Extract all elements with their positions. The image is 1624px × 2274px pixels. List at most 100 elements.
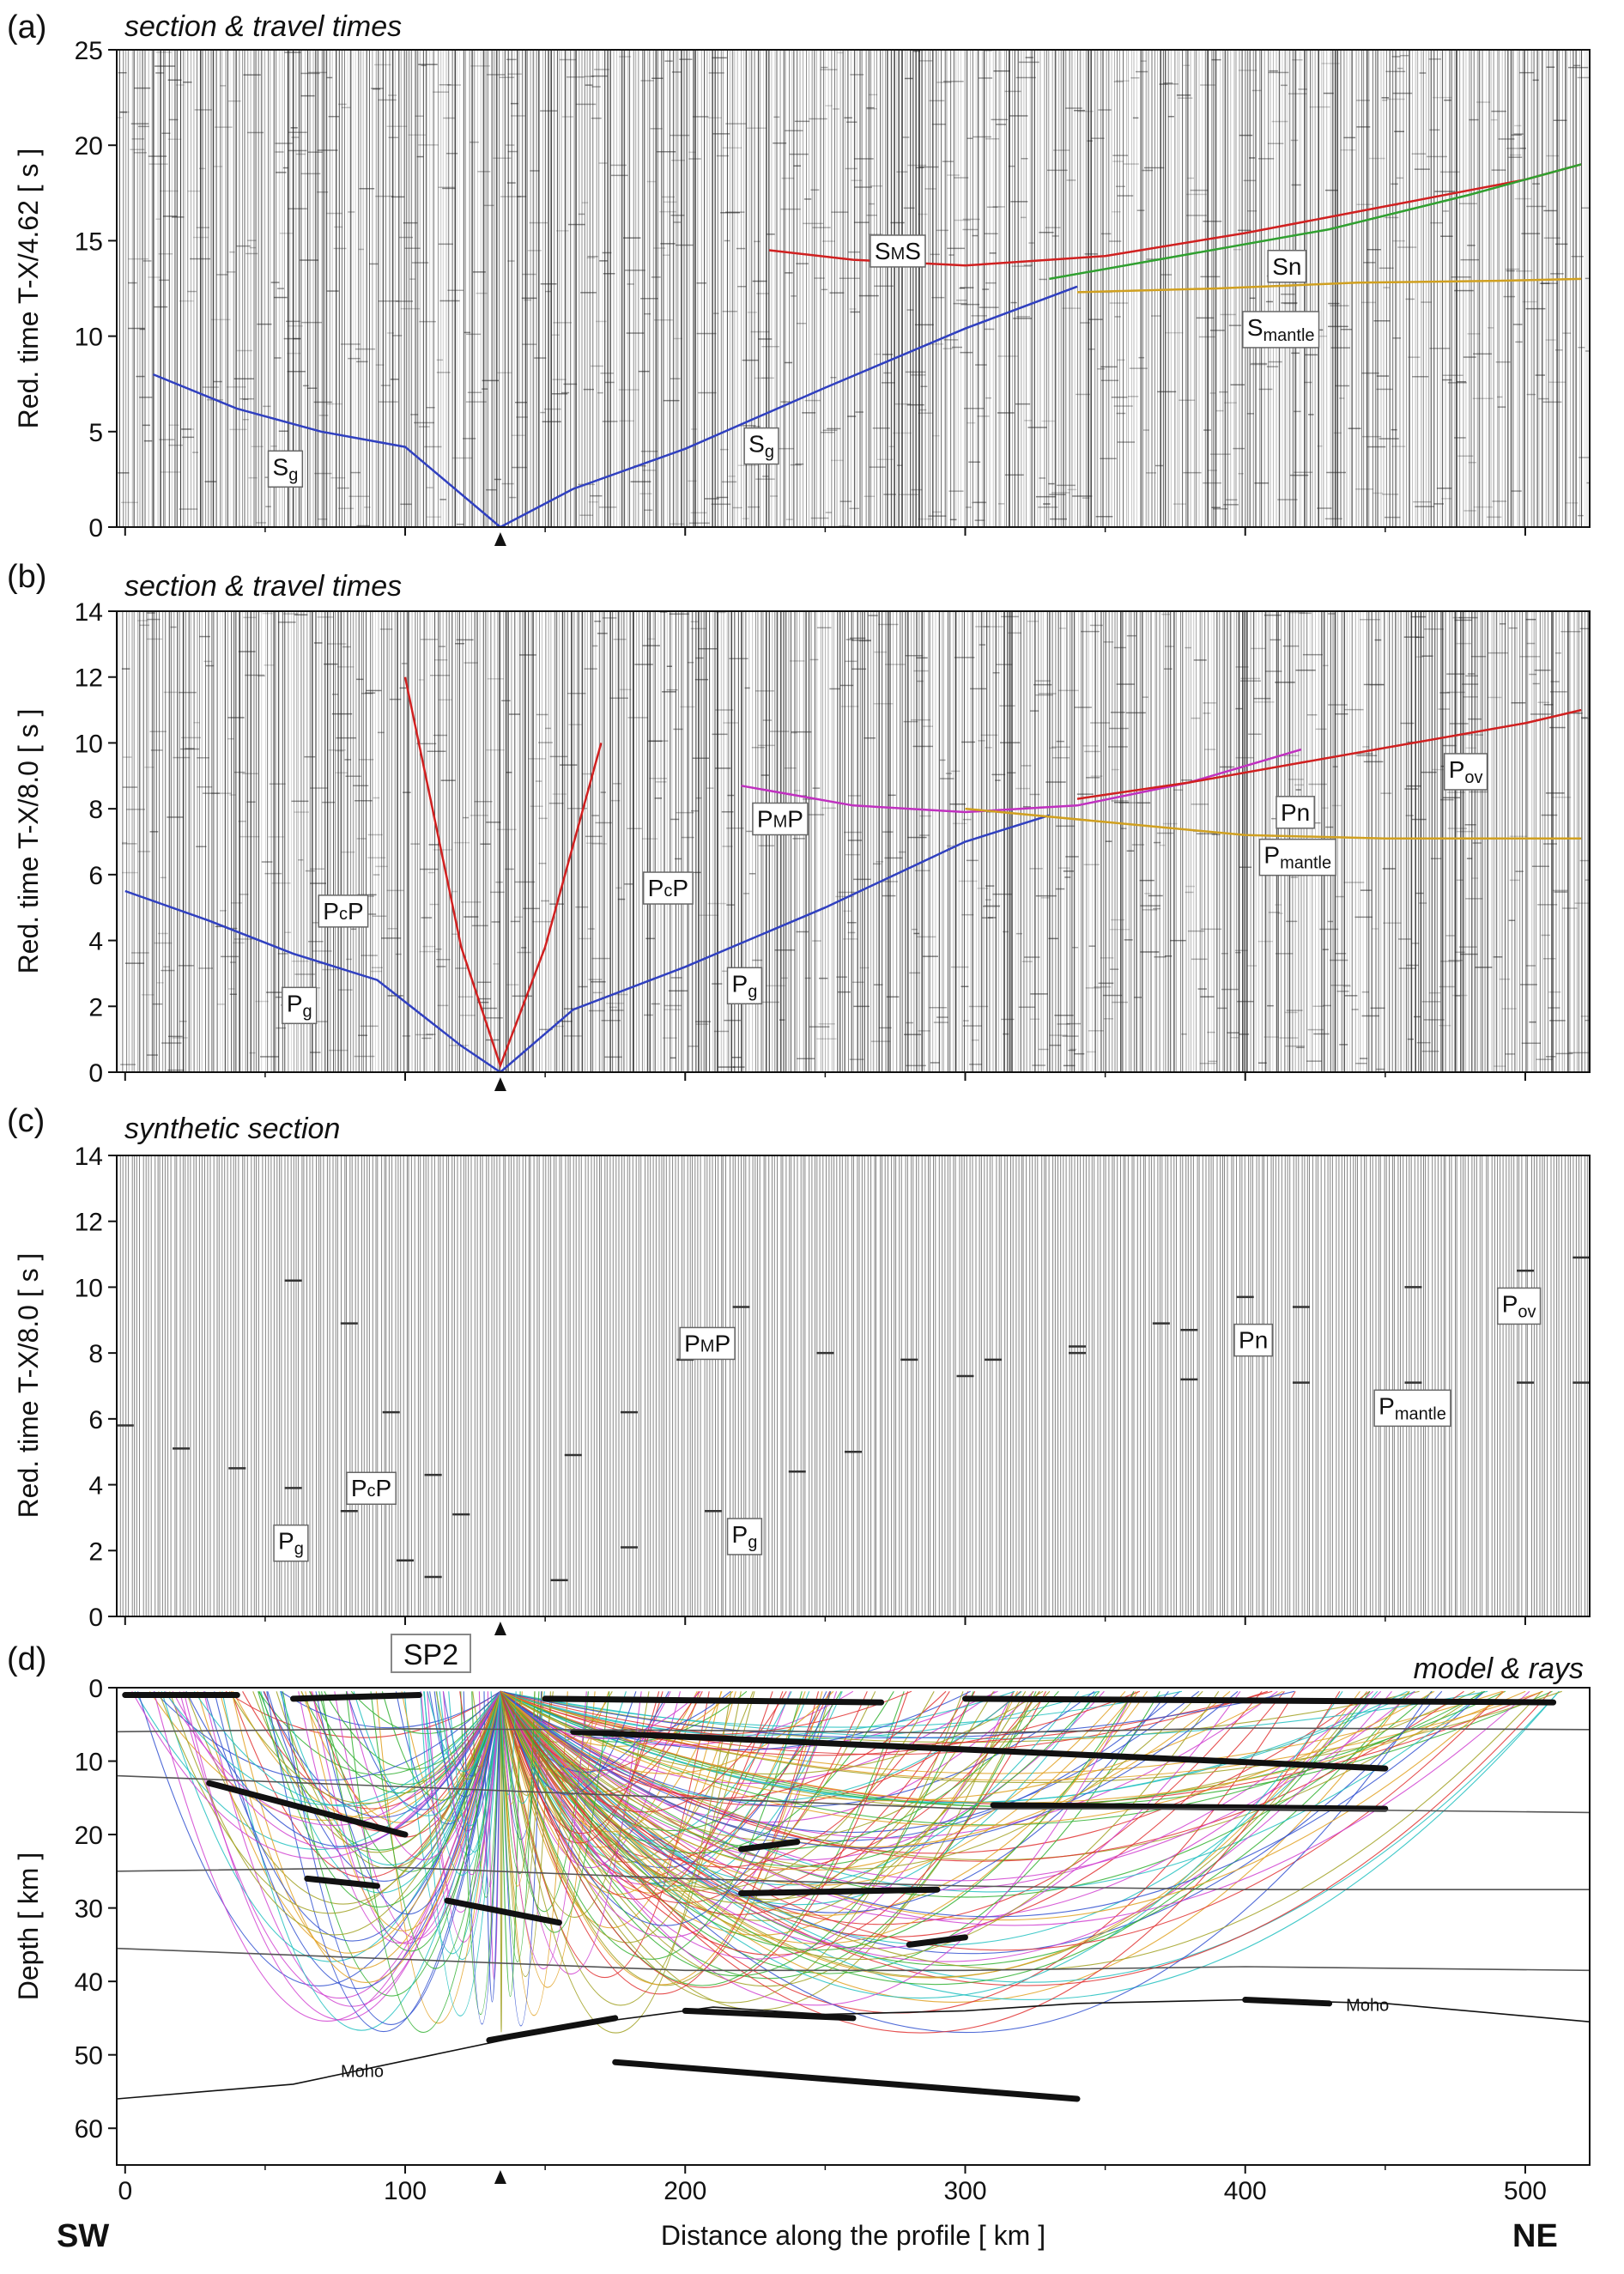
trace-noise — [778, 447, 794, 450]
trace-noise — [1168, 83, 1179, 85]
trace-noise — [1546, 155, 1560, 157]
trace-noise — [600, 373, 614, 374]
x-axis-label: Distance along the profile [ km ] — [661, 2220, 1045, 2251]
trace-noise — [611, 993, 628, 996]
trace-noise — [277, 953, 288, 955]
trace-noise — [876, 861, 884, 863]
trace-noise — [877, 458, 894, 460]
trace-noise — [1239, 866, 1252, 868]
trace-noise — [148, 163, 168, 165]
y-tick-label: 12 — [75, 1209, 103, 1237]
trace-noise — [418, 64, 438, 65]
side-sw-label: SW — [57, 2218, 109, 2254]
trace-noise — [724, 1019, 741, 1022]
trace-noise — [1397, 246, 1417, 248]
trace-noise — [691, 428, 698, 430]
trace-noise — [1330, 305, 1349, 306]
ray-path — [153, 1691, 501, 2022]
trace-noise — [675, 858, 682, 860]
trace-noise — [591, 365, 603, 367]
trace-noise — [182, 436, 195, 439]
trace-noise — [162, 215, 178, 217]
ray-path — [500, 1690, 1239, 1849]
trace-noise — [792, 838, 805, 840]
trace-noise — [203, 660, 213, 663]
trace-noise — [1549, 726, 1566, 729]
trace-noise — [911, 488, 923, 491]
trace-noise — [1448, 960, 1463, 961]
trace-noise — [954, 177, 969, 179]
trace-noise — [348, 357, 361, 360]
trace-noise — [1335, 713, 1348, 715]
trace-noise — [604, 381, 615, 384]
trace-noise — [1306, 1060, 1322, 1062]
trace-noise — [1153, 841, 1161, 844]
panel-a-seismic-traces — [117, 50, 1590, 527]
reflector-segment — [612, 2059, 1081, 2102]
trace-noise — [317, 149, 338, 151]
trace-noise — [1238, 473, 1244, 475]
trace-noise — [1328, 302, 1340, 305]
trace-noise — [148, 155, 167, 157]
trace-noise — [1543, 958, 1556, 960]
trace-noise — [1279, 1037, 1299, 1039]
trace-noise — [1432, 96, 1452, 99]
trace-noise — [956, 300, 967, 301]
trace-noise — [594, 621, 601, 622]
reflector-segment — [290, 1692, 422, 1702]
phase-label-text: Sn — [1272, 253, 1301, 280]
trace-noise — [154, 306, 168, 308]
phase-label: Sg — [267, 450, 304, 488]
trace-noise — [822, 429, 838, 431]
trace-noise — [1323, 92, 1334, 94]
trace-noise — [356, 525, 371, 527]
trace-noise — [314, 472, 332, 475]
trace-noise — [651, 276, 661, 278]
trace-noise — [1565, 502, 1579, 504]
trace-noise — [793, 790, 801, 791]
trace-noise — [818, 1023, 835, 1025]
trace-noise — [722, 846, 733, 847]
trace-noise — [997, 412, 1015, 414]
trace-noise — [936, 1016, 948, 1018]
trace-noise — [985, 138, 1000, 140]
trace-noise — [779, 1019, 785, 1021]
trace-noise — [1097, 368, 1106, 370]
trace-noise — [1028, 242, 1034, 244]
trace-noise — [929, 1007, 948, 1009]
trace-noise — [669, 523, 684, 525]
trace-noise — [300, 173, 321, 175]
trace-noise — [1521, 1042, 1541, 1044]
trace-noise — [477, 998, 491, 1000]
trace-noise — [1065, 856, 1079, 858]
trace-noise — [427, 871, 435, 874]
trace-noise — [1111, 800, 1129, 802]
phase-label-text: PcP — [323, 898, 363, 925]
reflector-segment — [738, 1839, 801, 1853]
trace-noise — [540, 283, 557, 285]
trace-noise — [649, 778, 668, 779]
trace-noise — [610, 164, 627, 167]
ray-path — [500, 1691, 671, 1780]
trace-noise — [122, 841, 128, 844]
trace-noise — [530, 170, 540, 172]
ray-path — [185, 1691, 501, 1847]
trace-noise — [1100, 458, 1117, 459]
trace-noise — [1581, 718, 1590, 719]
trace-noise — [904, 1034, 922, 1035]
trace-noise — [659, 210, 676, 213]
y-tick-label: 15 — [75, 227, 103, 256]
y-tick-label: 40 — [75, 1968, 103, 1997]
trace-noise — [1113, 405, 1133, 407]
trace-noise — [1512, 324, 1523, 325]
trace-noise — [849, 637, 866, 640]
trace-noise — [330, 476, 346, 479]
trace-noise — [1368, 157, 1385, 160]
trace-noise — [400, 307, 421, 310]
trace-noise — [751, 747, 766, 749]
trace-noise — [1361, 1015, 1379, 1017]
trace-noise — [966, 506, 972, 508]
y-tick-label: 4 — [88, 928, 103, 956]
trace-noise — [1021, 961, 1033, 962]
trace-noise — [1114, 316, 1121, 318]
